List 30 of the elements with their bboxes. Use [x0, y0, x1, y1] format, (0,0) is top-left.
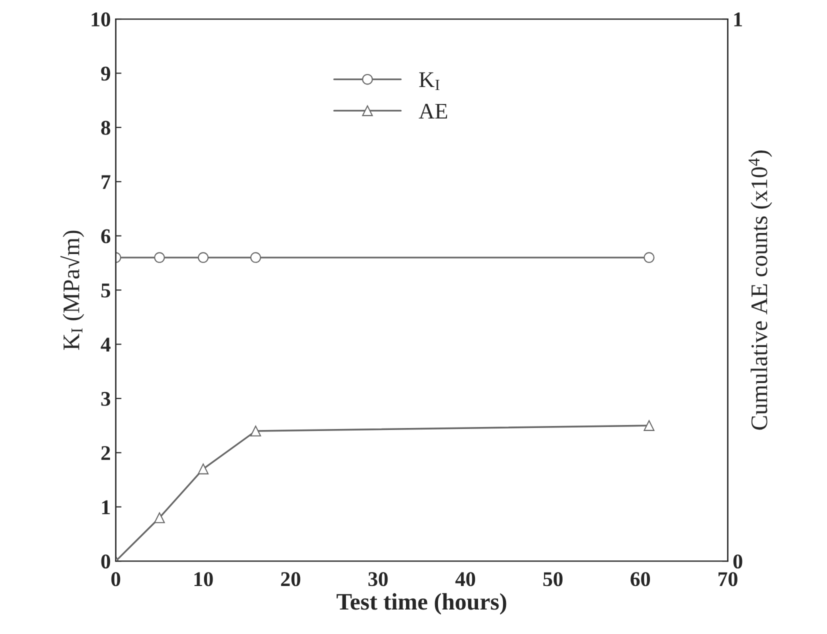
point	[154, 512, 165, 524]
x-tick-label: 10	[194, 572, 213, 586]
y-tick-label: 1	[102, 500, 110, 514]
x-tick-label: 20	[281, 572, 300, 586]
y-tick-label: 6	[101, 229, 110, 244]
y-tick-label: 7	[102, 175, 110, 189]
legend-label: AE	[418, 104, 448, 118]
x-tick-label: 40	[455, 572, 476, 586]
x-tick-label: 70	[718, 572, 738, 586]
x-axis-title: Test time (hours)	[336, 593, 506, 615]
y-tick-label: 8	[101, 120, 110, 135]
point	[250, 426, 262, 436]
x-tick-label: 60	[630, 572, 650, 586]
y-tick-label: 5	[101, 284, 110, 298]
y-tick-label: 3	[101, 392, 110, 406]
y-tick-label: 4	[100, 338, 111, 352]
point	[198, 464, 209, 474]
x-tick-label: 30	[368, 572, 388, 586]
y-axis-title: K$_{I}$ (MPa√m)	[60, 230, 84, 350]
y-tick-label: 10	[92, 12, 110, 26]
y-tick-label: 2	[101, 446, 110, 460]
point	[644, 420, 654, 431]
x-tick-label: 50	[543, 572, 563, 586]
x-tick-label: 0	[111, 572, 120, 586]
y-tick-label: 0	[101, 554, 110, 569]
y2-tick-label: 0	[733, 554, 742, 569]
legend-label: K$_{I}$	[419, 72, 440, 90]
y2-tick-label: 1	[734, 12, 742, 26]
y-tick-label: 9	[101, 66, 110, 81]
y2-axis-title: Cumulative AE counts (x10$^{4}$)	[748, 150, 772, 430]
